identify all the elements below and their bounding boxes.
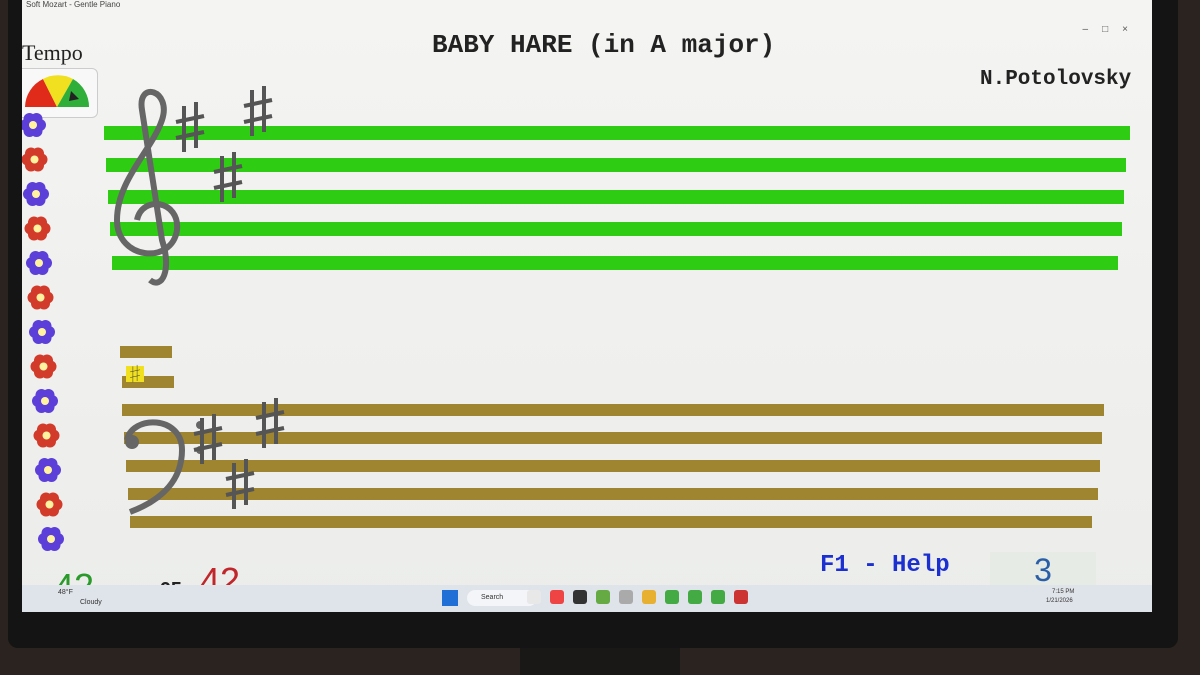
flower-center — [39, 362, 48, 371]
clock-date: 1/21/2026 — [1046, 598, 1073, 604]
screen: Soft Mozart - Gentle Piano –□× Tempo BAB… — [22, 0, 1152, 612]
start-button[interactable] — [442, 590, 458, 606]
app-icon[interactable] — [734, 590, 748, 604]
treble-staff-line — [106, 158, 1126, 172]
flower-center — [41, 397, 49, 405]
app-icon[interactable] — [688, 590, 702, 604]
flower-center — [32, 190, 40, 198]
sharp — [243, 86, 273, 136]
app-icon[interactable] — [550, 590, 564, 604]
sharp — [255, 398, 285, 448]
window-title: Soft Mozart - Gentle Piano — [26, 0, 121, 9]
flower-center — [35, 259, 43, 267]
app-icon[interactable] — [527, 590, 541, 604]
composer: N.Potolovsky — [980, 68, 1132, 91]
app-icon[interactable] — [711, 590, 725, 604]
flower-center — [47, 535, 55, 543]
symbols — [22, 86, 285, 552]
sharp — [225, 459, 255, 509]
flower-center — [30, 155, 39, 164]
taskbar: 48°F Cloudy Search 7:15 PM 1/21/2026 — [22, 585, 1152, 612]
weather-condition: Cloudy — [80, 599, 102, 606]
flower-center — [33, 224, 42, 233]
bass-staff-line — [122, 404, 1104, 416]
sharp — [193, 414, 223, 464]
monitor-stand — [520, 648, 680, 675]
search-box[interactable]: Search — [467, 590, 537, 606]
flower-center — [38, 328, 46, 336]
bass-clef-dot — [125, 435, 139, 449]
app-icon[interactable] — [642, 590, 656, 604]
weather-temp: 48°F — [58, 589, 73, 596]
song-title: BABY HARE (in A major) — [432, 30, 776, 60]
search-label: Search — [481, 594, 504, 601]
flower-center — [36, 293, 45, 302]
treble-staff-line — [112, 256, 1118, 270]
sharp-marker — [126, 366, 144, 382]
treble-staff-line — [110, 222, 1122, 236]
level-box: 3 — [990, 552, 1096, 588]
flower-center — [44, 466, 52, 474]
treble-staff-line — [104, 126, 1130, 140]
gauge — [25, 75, 90, 107]
bass-staff-line — [124, 432, 1102, 444]
staves — [22, 0, 1152, 585]
tempo-label: Tempo — [22, 40, 83, 65]
bass-staff-line — [130, 516, 1092, 528]
treble-clef — [113, 88, 181, 286]
app-icon[interactable] — [573, 590, 587, 604]
app-icon[interactable] — [665, 590, 679, 604]
flower-center — [42, 431, 51, 440]
tempo-gauge[interactable] — [22, 68, 98, 118]
treble-staff-line — [108, 190, 1124, 204]
app-icon[interactable] — [619, 590, 633, 604]
sharp — [213, 152, 243, 202]
window-controls[interactable]: –□× — [1082, 24, 1142, 35]
ledger-line — [120, 346, 172, 358]
sharp — [130, 364, 140, 383]
flower-center — [45, 500, 54, 509]
bass-staff-line — [126, 460, 1100, 472]
flower-center — [29, 121, 37, 129]
level: 3 — [1034, 552, 1052, 588]
help-label[interactable]: F1 - Help — [820, 552, 950, 579]
clock-time: 7:15 PM — [1052, 589, 1075, 595]
sharp — [175, 102, 205, 152]
bass-staff-line — [128, 488, 1098, 500]
app-icon[interactable] — [596, 590, 610, 604]
bass-clef — [124, 419, 186, 515]
